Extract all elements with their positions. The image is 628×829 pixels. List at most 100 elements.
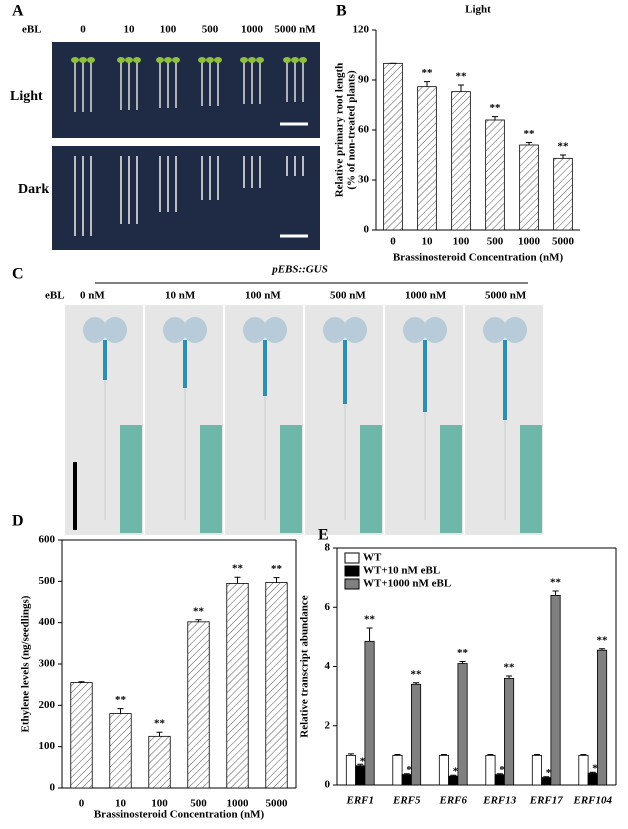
x-tick-label: 5000	[552, 236, 575, 248]
cotyledon	[83, 317, 107, 343]
error-bar	[366, 627, 373, 642]
error-bar	[487, 753, 494, 756]
error-bar	[347, 753, 354, 756]
x-axis-label: Brassinosteroid Concentration (nM)	[393, 252, 564, 264]
inset	[520, 425, 542, 533]
error-bar	[450, 774, 457, 777]
y-tick-label: 120	[353, 24, 370, 36]
bar	[485, 119, 505, 231]
inset	[280, 425, 302, 533]
concentration-label: 1000	[241, 24, 264, 36]
cotyledon	[156, 57, 164, 63]
y-tick-label: 4	[325, 660, 331, 672]
row-label: Dark	[18, 182, 49, 197]
bar	[438, 754, 449, 786]
x-tick-label: 100	[151, 798, 168, 810]
significance: **	[154, 718, 166, 730]
significance: **	[411, 668, 423, 680]
error-bar	[459, 660, 466, 664]
concentration-label: 1000 nM	[405, 290, 447, 302]
bar	[109, 713, 132, 789]
cotyledon	[183, 317, 207, 343]
x-tick-label: ERF5	[392, 795, 421, 807]
error-bar	[560, 154, 566, 159]
significance: **	[558, 141, 570, 153]
x-tick-label: 100	[453, 236, 470, 248]
error-bar	[506, 675, 513, 679]
cotyledon	[256, 57, 264, 63]
cotyledon	[243, 317, 267, 343]
significance: **	[115, 694, 127, 706]
bar	[226, 583, 249, 789]
y-tick-label: 0	[364, 224, 370, 236]
significance: **	[504, 662, 516, 674]
bar	[417, 86, 437, 231]
y-tick-label: 100	[39, 740, 56, 752]
cotyledon	[263, 317, 287, 343]
error-bar	[424, 81, 430, 87]
y-tick-label: 90	[358, 74, 370, 86]
significance: **	[456, 71, 468, 83]
significance: **	[364, 614, 376, 626]
cotyledon	[172, 57, 180, 63]
panel-label: C	[12, 266, 24, 283]
inset	[360, 425, 382, 533]
bar	[70, 682, 93, 789]
cotyledon	[240, 57, 248, 63]
chart-title: Light	[465, 4, 491, 16]
cotyledon	[248, 57, 256, 63]
significance: **	[597, 634, 609, 646]
error-bar	[589, 771, 596, 774]
bar	[503, 677, 515, 786]
bar	[265, 582, 288, 789]
bar	[457, 663, 468, 786]
y-tick-label: 2	[325, 719, 331, 731]
significance: **	[232, 563, 244, 575]
cotyledon	[343, 317, 367, 343]
cotyledon	[403, 317, 427, 343]
concentration-label: 0 nM	[80, 290, 105, 302]
y-tick-label: 8	[325, 542, 331, 554]
error-bar	[458, 84, 464, 92]
y-axis-label: (% of non-treated plants)	[346, 70, 358, 190]
error-bar	[440, 753, 447, 756]
error-bar	[496, 773, 503, 775]
cotyledon	[79, 57, 87, 63]
cotyledon	[164, 57, 172, 63]
legend-swatch	[344, 552, 360, 564]
inset	[120, 425, 142, 533]
cotyledon	[283, 57, 291, 63]
inset	[200, 425, 222, 533]
significance: **	[524, 128, 536, 140]
legend-label: WT+10 nM eBL	[363, 565, 440, 577]
cotyledon	[299, 57, 307, 63]
cotyledon	[291, 57, 299, 63]
construct: pEBS::GUS	[271, 264, 328, 276]
x-axis-label: Brassinosteroid Concentration (nM)	[94, 809, 265, 821]
cotyledon	[125, 57, 133, 63]
panel-label: B	[336, 3, 347, 20]
legend-label: WT+1000 nM eBL	[363, 578, 451, 590]
error-bar	[357, 763, 364, 766]
inset	[440, 425, 462, 533]
y-tick-label: 500	[39, 575, 56, 587]
bar	[355, 765, 366, 786]
x-tick-label: 5000	[266, 798, 289, 810]
cotyledon	[483, 317, 507, 343]
legend-label: WT	[363, 552, 382, 564]
error-bar	[195, 619, 202, 622]
bar	[519, 144, 539, 231]
y-tick-label: 400	[39, 616, 56, 628]
error-bar	[580, 753, 587, 756]
x-tick-label: ERF17	[529, 795, 564, 807]
cotyledon	[323, 317, 347, 343]
error-bar	[526, 142, 532, 145]
y-tick-label: 0	[50, 782, 56, 794]
bar	[392, 754, 403, 786]
x-tick-label: 0	[390, 236, 396, 248]
cotyledon	[103, 317, 127, 343]
x-tick-label: 1000	[227, 798, 250, 810]
bar	[550, 595, 561, 786]
y-tick-label: 30	[358, 174, 370, 186]
error-bar	[543, 776, 550, 778]
